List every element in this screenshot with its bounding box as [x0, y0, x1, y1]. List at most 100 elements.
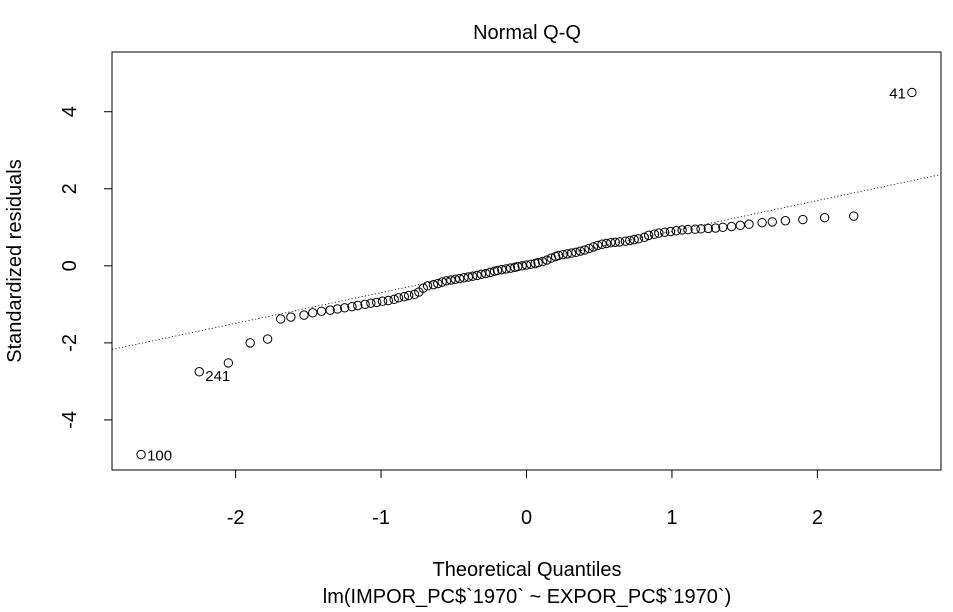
data-point — [767, 217, 777, 227]
data-point — [671, 226, 682, 236]
data-point — [629, 234, 639, 245]
data-point — [726, 221, 737, 232]
data-point — [136, 449, 146, 460]
data-point — [665, 226, 676, 237]
data-point — [614, 237, 625, 247]
data-point — [454, 273, 465, 284]
data-point — [780, 216, 791, 226]
data-point — [409, 289, 420, 300]
data-point — [441, 276, 452, 286]
data-point — [517, 261, 527, 271]
data-point — [513, 261, 523, 272]
data-point — [433, 278, 443, 289]
data-point — [472, 270, 482, 281]
data-point — [588, 242, 599, 252]
data-point — [422, 281, 433, 291]
data-point — [735, 220, 745, 231]
data-point — [593, 240, 603, 251]
data-point — [360, 299, 370, 310]
y-axis: -4 -2 0 2 4 — [59, 106, 112, 429]
point-label: 100 — [147, 448, 172, 465]
data-point — [245, 338, 255, 348]
data-point — [526, 259, 536, 269]
data-point — [597, 239, 607, 249]
data-point — [347, 301, 357, 312]
data-point — [533, 258, 543, 268]
point-labels: 41 241 100 — [147, 85, 906, 464]
data-point — [332, 304, 343, 314]
data-point — [571, 247, 581, 258]
y-axis-label: Standardized residuals — [4, 159, 26, 362]
data-point — [308, 308, 318, 318]
data-point — [399, 291, 410, 302]
data-point — [497, 264, 507, 275]
y-tick-label: 2 — [59, 183, 81, 194]
data-point — [389, 294, 399, 305]
data-point — [194, 367, 204, 377]
data-point — [450, 274, 460, 284]
data-point — [353, 300, 363, 311]
reference-line — [111, 174, 942, 350]
point-label: 41 — [889, 85, 906, 102]
x-axis-subtitle: lm(IMPOR_PC$`1970` ~ EXPOR_PC$`1970`) — [323, 586, 731, 608]
data-point — [575, 246, 586, 256]
data-point — [542, 255, 552, 265]
data-point — [744, 219, 754, 229]
x-tick-label: 1 — [666, 507, 677, 529]
data-point — [403, 290, 414, 301]
x-tick-label: -2 — [227, 507, 245, 529]
y-tick-label: 4 — [59, 106, 81, 117]
plot-region: 41 241 100 — [111, 85, 942, 465]
data-point — [819, 212, 830, 223]
data-point — [677, 225, 687, 235]
data-point — [325, 305, 335, 315]
x-axis-label: Theoretical Quantiles — [433, 559, 622, 581]
data-point — [696, 224, 706, 234]
x-axis: -2 -1 0 1 2 — [227, 470, 823, 529]
data-point — [625, 235, 635, 246]
data-point — [907, 87, 917, 98]
data-point — [505, 263, 516, 273]
data-point — [463, 272, 474, 282]
data-point — [476, 269, 487, 279]
data-point — [553, 250, 564, 261]
data-point — [558, 249, 568, 260]
data-point — [620, 236, 631, 246]
x-tick-label: 2 — [812, 507, 823, 529]
data-point — [649, 229, 660, 239]
data-point — [610, 237, 620, 248]
y-tick-label: 0 — [59, 260, 81, 271]
data-point — [633, 234, 644, 244]
data-point — [849, 211, 859, 221]
data-point — [383, 295, 394, 306]
data-point — [654, 228, 664, 238]
data-point — [703, 223, 713, 234]
data-point — [223, 358, 234, 368]
data-point — [757, 217, 767, 228]
data-point — [371, 297, 382, 308]
data-point — [481, 268, 491, 279]
y-tick-label: -4 — [59, 411, 81, 429]
data-point — [467, 271, 478, 281]
data-point — [683, 224, 693, 235]
data-point — [299, 310, 309, 320]
data-point — [316, 306, 327, 316]
data-point — [579, 245, 590, 255]
chart-title: Normal Q-Q — [473, 22, 581, 44]
data-point — [262, 334, 273, 344]
data-point — [437, 277, 447, 287]
data-point — [566, 248, 577, 258]
data-point — [562, 249, 572, 259]
data-point — [340, 303, 350, 313]
data-point — [643, 230, 654, 241]
data-point — [366, 298, 376, 308]
data-point — [485, 267, 495, 278]
data-point — [690, 224, 700, 234]
data-point — [659, 227, 670, 237]
data-point — [584, 243, 594, 254]
data-point — [286, 312, 296, 322]
data-point — [521, 260, 532, 270]
data-point — [537, 256, 548, 267]
y-tick-label: -2 — [59, 334, 81, 352]
